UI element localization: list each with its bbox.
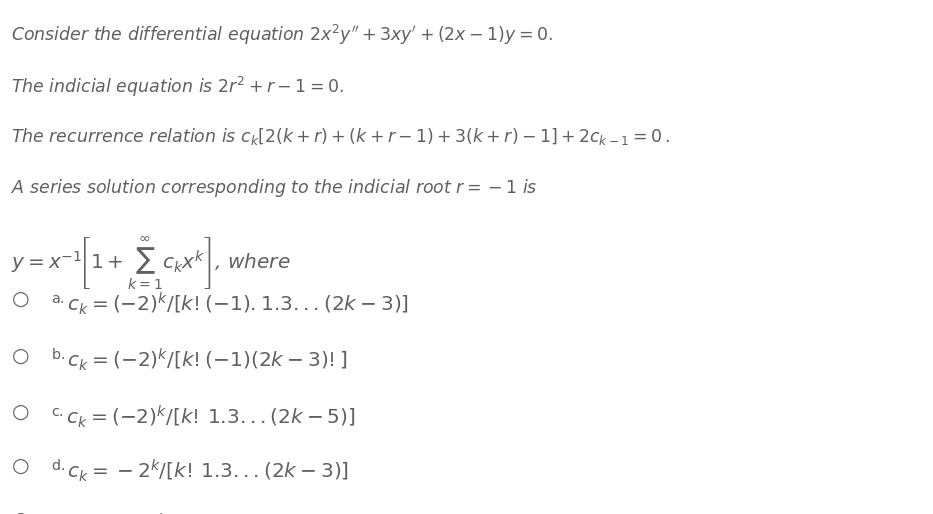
Text: $\bigcirc$: $\bigcirc$ [11, 347, 30, 366]
Text: $y = x^{-1}\!\left[1 + \sum_{k=1}^{\infty} c_k x^k\right]$, where: $y = x^{-1}\!\left[1 + \sum_{k=1}^{\inft… [11, 236, 291, 292]
Text: $^{\mathrm{c.}}$$c_k = (-2)^k/[k!\,1.3...(2k-5)]$: $^{\mathrm{c.}}$$c_k = (-2)^k/[k!\,1.3..… [51, 403, 356, 430]
Text: $\bigcirc$: $\bigcirc$ [11, 457, 30, 476]
Text: $^{\mathrm{a.}}$$c_k = (-2)^k/[k!(-1).1.3...(2k-3)]$: $^{\mathrm{a.}}$$c_k = (-2)^k/[k!(-1).1.… [51, 290, 410, 317]
Text: $^{\mathrm{b.}}$$c_k = (-2)^k/[k!(-1)(2k-3)!]$: $^{\mathrm{b.}}$$c_k = (-2)^k/[k!(-1)(2k… [51, 347, 348, 374]
Text: $\bigcirc$: $\bigcirc$ [11, 290, 30, 309]
Text: The indicial equation is $2r^2 + r - 1 = 0.$: The indicial equation is $2r^2 + r - 1 =… [11, 75, 344, 99]
Text: $^{\mathrm{d.}}$$c_k = -2^k/[k!\,1.3...(2k-3)]$: $^{\mathrm{d.}}$$c_k = -2^k/[k!\,1.3...(… [51, 457, 349, 484]
Text: A series solution corresponding to the indicial root $r = -1$ is: A series solution corresponding to the i… [11, 177, 537, 199]
Text: $^{\mathrm{e.}}$$c_k = (-2)^k/[k!(-1).1.3...(2k-1)]$: $^{\mathrm{e.}}$$c_k = (-2)^k/[k!(-1).1.… [51, 511, 410, 514]
Text: $\bigcirc$: $\bigcirc$ [11, 511, 30, 514]
Text: The recurrence relation is $c_k[2(k+r)+(k+r-1)+3(k+r)-1]+2c_{k-1}=0\,.$: The recurrence relation is $c_k[2(k+r)+(… [11, 126, 670, 147]
Text: $\bigcirc$: $\bigcirc$ [11, 403, 30, 423]
Text: Consider the differential equation $2x^2y'' + 3xy' + (2x - 1)y = 0.$: Consider the differential equation $2x^2… [11, 23, 553, 47]
